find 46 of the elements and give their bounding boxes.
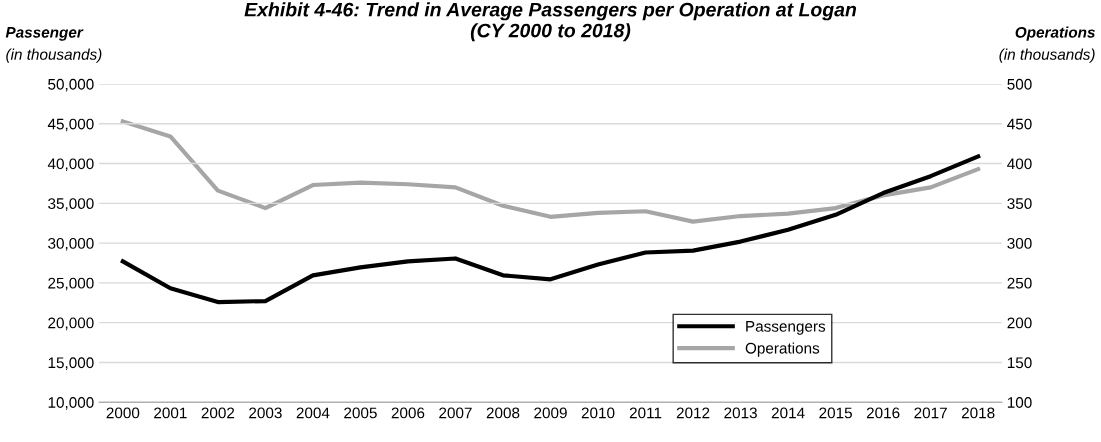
y-tick-label: 25,000	[48, 277, 94, 291]
x-tick-label: 2006	[391, 407, 425, 419]
x-tick-label: 2003	[249, 407, 282, 419]
y-tick-label: 15,000	[48, 357, 94, 370]
y2-tick-label: 250	[1007, 277, 1032, 289]
x-tick-label: 2002	[201, 407, 235, 419]
x-tick-label: 2015	[819, 407, 852, 419]
y2-tick-label: 350	[1007, 198, 1032, 210]
x-tick-label: 2010	[581, 407, 615, 419]
x-tick-label: 2016	[866, 407, 900, 419]
x-tick-label: 2018	[961, 407, 995, 419]
x-tick-label: 2000	[106, 407, 140, 419]
legend-label: Passengers	[746, 321, 826, 335]
x-tick-label: 2014	[771, 407, 805, 419]
y2-tick-label: 150	[1007, 357, 1032, 369]
line-series	[120, 119, 981, 224]
x-tick-label: 2005	[344, 407, 377, 419]
y2-tick-label: 500	[1007, 78, 1032, 90]
x-tick-label: 2008	[486, 407, 520, 419]
y2-tick-label: 450	[1007, 118, 1032, 130]
y2-tick-label: 400	[1007, 158, 1032, 170]
x-tick-label: 2012	[676, 407, 710, 419]
y-tick-label: 40,000	[47, 158, 94, 172]
chart-title: Exhibit 4-46: Trend in Average Passengers per Operation at Logan (CY 2000 to 2018)	[244, 2, 857, 42]
y2-tick-label: 100	[1007, 397, 1032, 408]
y-axis-title: Passenger	[5, 27, 84, 41]
y2-axis-title: Operations	[1015, 26, 1095, 41]
y-tick-label: 20,000	[48, 317, 94, 331]
y-tick-label: 45,000	[47, 118, 94, 132]
y-tick-label: 30,000	[48, 237, 94, 251]
line-series	[120, 154, 981, 305]
y2-tick-label: 300	[1007, 237, 1032, 249]
y2-tick-label: 200	[1007, 317, 1032, 329]
x-tick-label: 2001	[154, 407, 187, 419]
y-tick-label: 35,000	[48, 198, 94, 211]
text: (in thousands)	[999, 48, 1095, 63]
legend-label: Operations	[745, 342, 820, 357]
x-tick-label: 2009	[534, 407, 567, 419]
x-tick-label: 2004	[296, 407, 330, 419]
y-tick-label: 50,000	[48, 78, 94, 92]
y-tick-label: 10,000	[48, 397, 94, 410]
text: (in thousands)	[6, 48, 102, 63]
x-tick-label: 2007	[439, 407, 472, 419]
x-tick-label: 2011	[629, 407, 662, 419]
x-tick-label: 2013	[724, 407, 757, 419]
x-tick-label: 2017	[914, 407, 947, 419]
